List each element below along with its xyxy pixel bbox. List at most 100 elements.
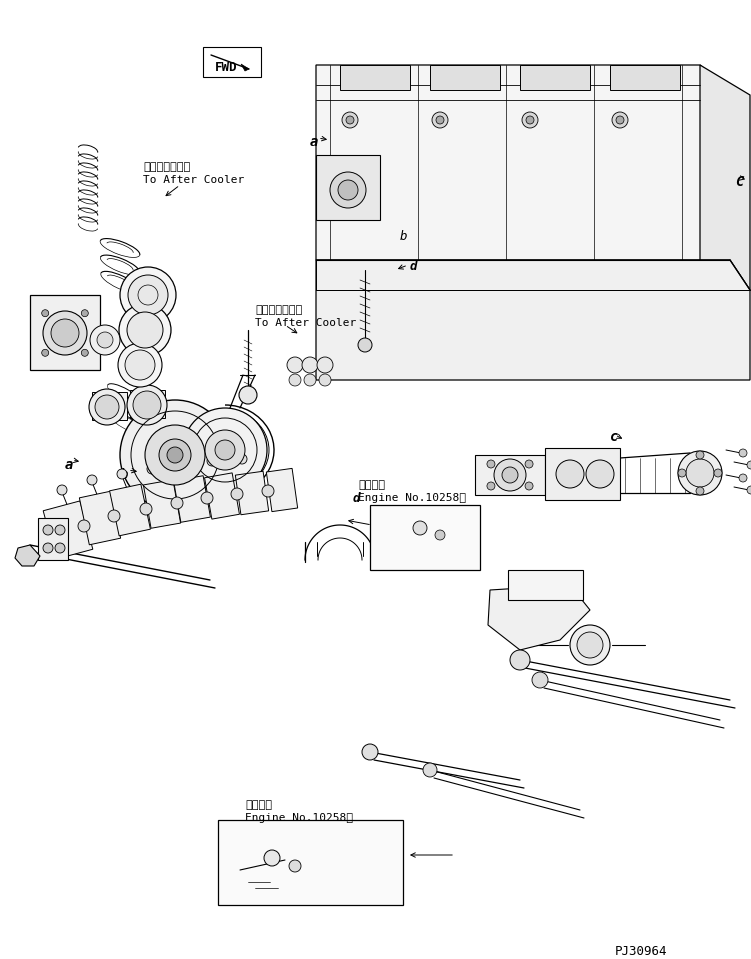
Bar [508, 570, 583, 600]
Circle shape [108, 510, 120, 522]
Circle shape [289, 860, 301, 872]
Circle shape [159, 439, 191, 471]
Circle shape [686, 459, 714, 487]
Bar [92, 392, 127, 420]
Circle shape [436, 116, 444, 124]
Polygon shape [241, 64, 249, 71]
Circle shape [262, 485, 274, 497]
Circle shape [205, 430, 245, 470]
Circle shape [147, 464, 157, 474]
Circle shape [502, 467, 518, 483]
Circle shape [435, 530, 445, 540]
Polygon shape [545, 448, 620, 500]
Circle shape [125, 350, 155, 380]
Circle shape [167, 447, 183, 463]
Text: FWD: FWD [215, 61, 237, 74]
Circle shape [51, 319, 79, 347]
Circle shape [317, 357, 333, 373]
Polygon shape [316, 155, 380, 220]
Circle shape [177, 460, 187, 470]
Text: アフタクーラヘ: アフタクーラヘ [143, 162, 190, 172]
Circle shape [532, 672, 548, 688]
Polygon shape [475, 455, 545, 495]
Circle shape [207, 456, 217, 466]
Polygon shape [30, 295, 100, 370]
Text: アフタクーラヘ: アフタクーラヘ [255, 305, 302, 315]
Circle shape [586, 460, 614, 488]
Text: b: b [400, 230, 408, 243]
Polygon shape [340, 65, 410, 90]
Polygon shape [700, 65, 750, 290]
Circle shape [696, 487, 704, 495]
Bar [218, 820, 403, 905]
Text: a: a [310, 135, 318, 149]
Circle shape [231, 488, 243, 500]
Circle shape [510, 650, 530, 670]
Polygon shape [15, 545, 40, 566]
Circle shape [302, 357, 318, 373]
Polygon shape [173, 476, 210, 523]
Text: 適用号機: 適用号機 [245, 800, 272, 810]
Circle shape [319, 374, 331, 386]
Circle shape [120, 267, 176, 323]
Circle shape [423, 763, 437, 777]
Circle shape [678, 469, 686, 477]
Circle shape [43, 311, 87, 355]
Circle shape [133, 391, 161, 419]
Bar [203, 47, 261, 77]
Circle shape [42, 349, 49, 357]
Circle shape [97, 332, 113, 348]
Circle shape [140, 503, 152, 515]
Circle shape [413, 521, 427, 535]
Circle shape [522, 112, 538, 128]
Circle shape [287, 357, 303, 373]
Text: PJ30964: PJ30964 [615, 945, 668, 958]
Circle shape [526, 116, 534, 124]
Text: Engine No.10258～: Engine No.10258～ [358, 493, 466, 503]
Circle shape [346, 116, 354, 124]
Circle shape [239, 386, 257, 404]
Circle shape [119, 304, 171, 356]
Text: C: C [735, 175, 743, 189]
Text: d: d [353, 492, 360, 505]
Circle shape [304, 374, 316, 386]
Polygon shape [610, 65, 680, 90]
Text: To After Cooler: To After Cooler [143, 175, 244, 185]
Circle shape [201, 492, 213, 504]
Polygon shape [488, 585, 590, 650]
Circle shape [525, 460, 533, 468]
Circle shape [118, 343, 162, 387]
Circle shape [612, 112, 628, 128]
Polygon shape [110, 484, 150, 536]
Circle shape [43, 543, 53, 553]
Circle shape [678, 451, 722, 495]
Circle shape [342, 112, 358, 128]
Polygon shape [267, 468, 297, 511]
Circle shape [120, 400, 230, 510]
Circle shape [714, 469, 722, 477]
Circle shape [264, 850, 280, 866]
Circle shape [87, 475, 97, 485]
Circle shape [145, 425, 205, 485]
Circle shape [358, 338, 372, 352]
Circle shape [237, 454, 247, 464]
Circle shape [494, 459, 526, 491]
Circle shape [171, 497, 183, 509]
Bar [370, 505, 480, 570]
Circle shape [183, 408, 267, 492]
Circle shape [127, 312, 163, 348]
Circle shape [432, 112, 448, 128]
Circle shape [525, 482, 533, 490]
Circle shape [215, 440, 235, 460]
Circle shape [487, 482, 495, 490]
Circle shape [55, 525, 65, 535]
Text: d: d [410, 260, 418, 273]
Circle shape [128, 275, 168, 315]
Polygon shape [520, 65, 590, 90]
Circle shape [338, 180, 358, 200]
Text: c: c [610, 430, 618, 444]
Polygon shape [43, 501, 93, 559]
Circle shape [117, 469, 127, 479]
Text: To After Cooler: To After Cooler [255, 318, 356, 328]
Circle shape [43, 525, 53, 535]
